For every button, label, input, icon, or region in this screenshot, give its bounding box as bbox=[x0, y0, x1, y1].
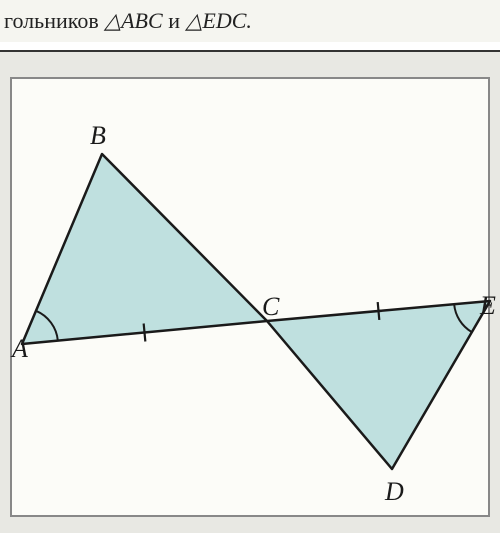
diagram-panel: ABCDE bbox=[10, 77, 490, 517]
problem-header: гольников △ABC и △EDC. bbox=[0, 0, 500, 42]
header-conj: и bbox=[163, 8, 186, 33]
vertex-label-d: D bbox=[385, 477, 404, 507]
triangle-2: △EDC. bbox=[185, 8, 251, 33]
vertex-label-c: C bbox=[262, 292, 279, 322]
header-prefix: гольников bbox=[4, 8, 104, 33]
vertex-label-e: E bbox=[480, 291, 496, 321]
diagram-outer: A B C D E bbox=[0, 50, 500, 533]
geometry-svg bbox=[12, 79, 492, 519]
vertex-label-b: B bbox=[90, 121, 106, 151]
triangle-1: △ABC bbox=[104, 8, 162, 33]
vertex-label-a: A bbox=[12, 334, 28, 364]
